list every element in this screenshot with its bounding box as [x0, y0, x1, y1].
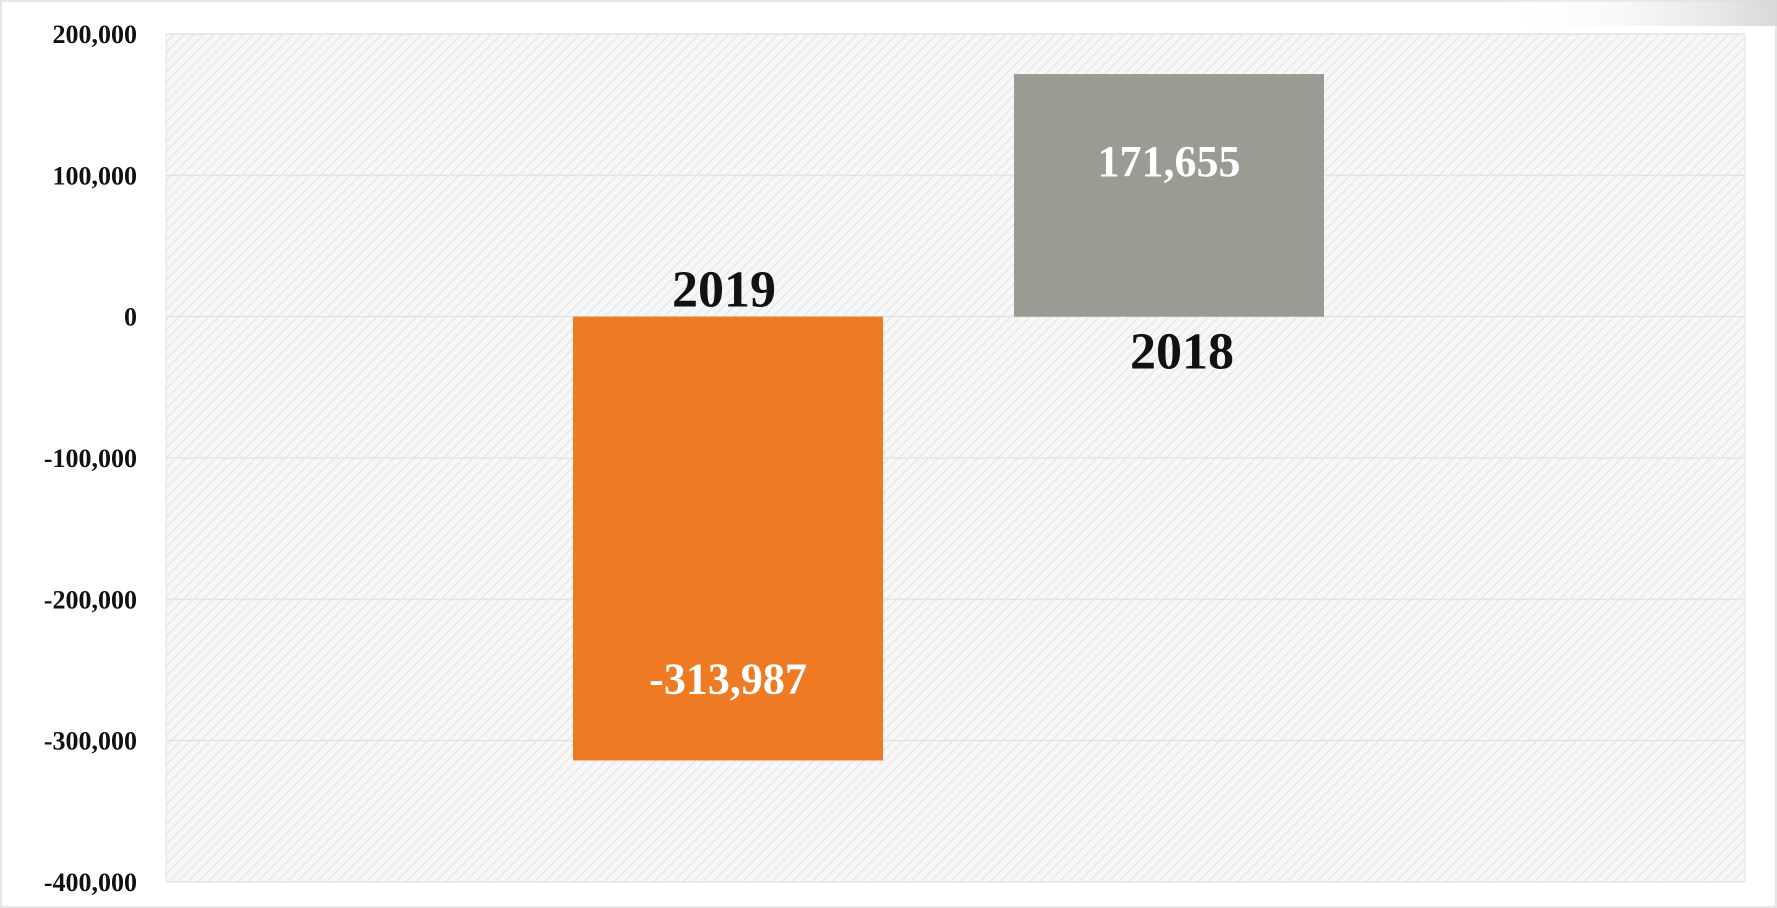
bars — [573, 74, 1324, 761]
bar-2018 — [1014, 74, 1324, 317]
labels: 2019 -313,987 2018 171,655 — [649, 137, 1240, 703]
y-tick-label: 200,000 — [53, 20, 138, 49]
y-tick-label: 100,000 — [53, 161, 138, 190]
data-label: -313,987 — [649, 654, 807, 703]
y-tick-label: -100,000 — [44, 444, 137, 473]
corner-shadow — [1500, 0, 1777, 26]
y-axis-ticks: 200,000 100,000 0 -100,000 -200,000 -300,000 -… — [44, 20, 137, 897]
bar-2019 — [573, 316, 883, 761]
y-tick-label: -300,000 — [44, 727, 137, 756]
category-label: 2018 — [1130, 324, 1234, 381]
gridlines — [166, 33, 1745, 883]
y-tick-label: 0 — [124, 303, 137, 332]
y-tick-label: -200,000 — [44, 585, 137, 614]
data-label: 171,655 — [1098, 137, 1241, 186]
category-label: 2019 — [672, 262, 776, 319]
y-tick-label: -400,000 — [44, 868, 137, 897]
